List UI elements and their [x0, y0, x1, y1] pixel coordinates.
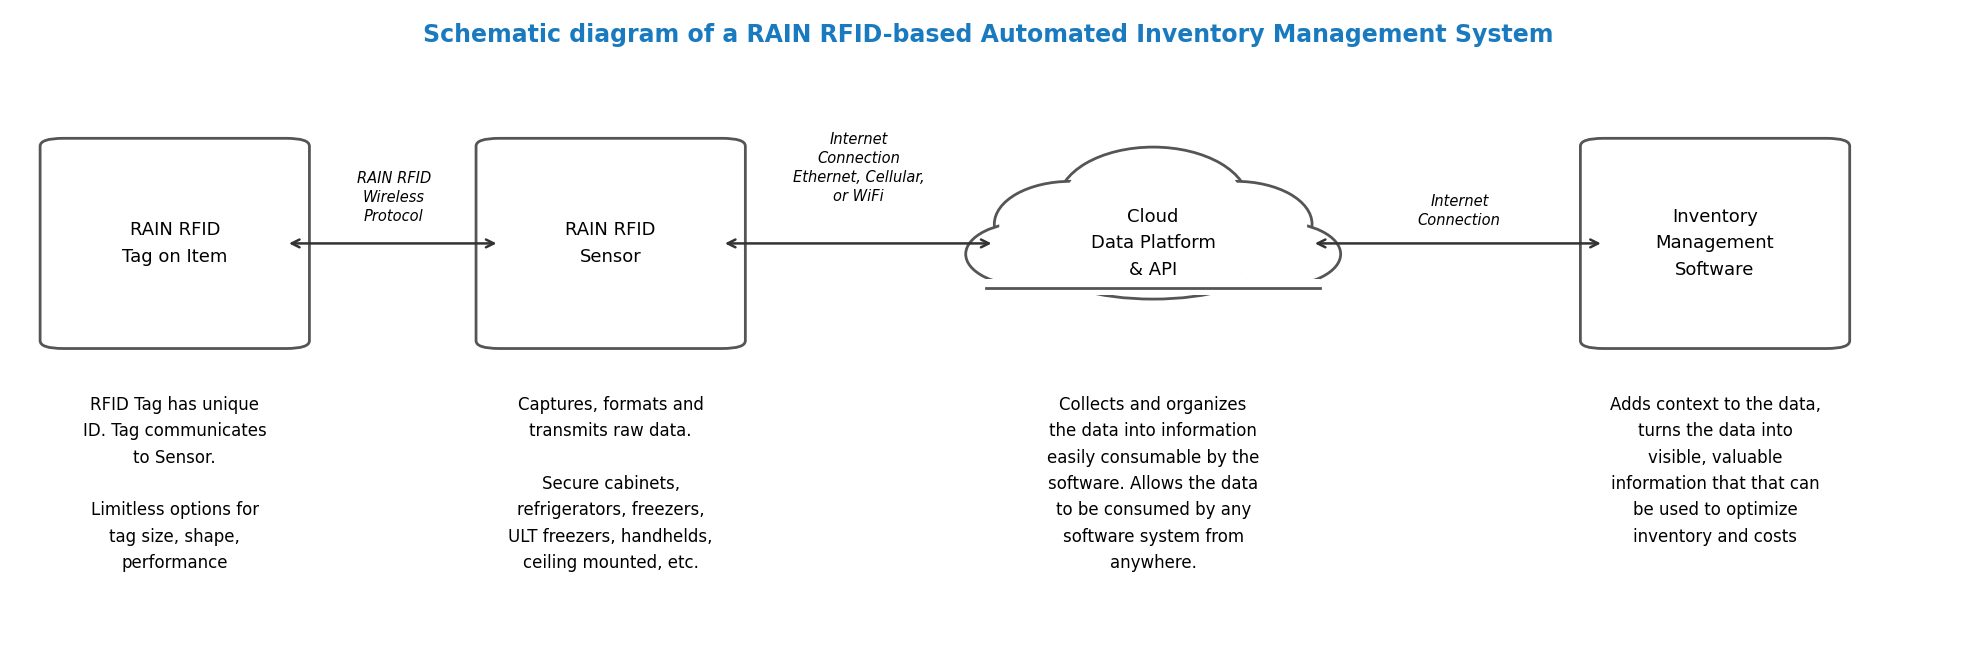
- Text: Cloud
Data Platform
& API: Cloud Data Platform & API: [1091, 208, 1216, 279]
- Text: RAIN RFID
Wireless
Protocol: RAIN RFID Wireless Protocol: [356, 171, 431, 224]
- Bar: [987, 279, 1321, 295]
- Ellipse shape: [965, 222, 1093, 286]
- Ellipse shape: [998, 185, 1143, 263]
- Text: Internet
Connection: Internet Connection: [1418, 194, 1501, 228]
- Ellipse shape: [1056, 238, 1251, 296]
- FancyBboxPatch shape: [40, 138, 310, 348]
- Ellipse shape: [1218, 225, 1336, 283]
- Ellipse shape: [994, 181, 1147, 267]
- Ellipse shape: [971, 225, 1087, 283]
- FancyBboxPatch shape: [476, 138, 745, 348]
- Text: Adds context to the data,
turns the data into
visible, valuable
information that: Adds context to the data, turns the data…: [1609, 396, 1821, 546]
- Ellipse shape: [1214, 222, 1340, 286]
- Ellipse shape: [1058, 147, 1249, 258]
- Ellipse shape: [1160, 181, 1313, 267]
- Text: RAIN RFID
Tag on Item: RAIN RFID Tag on Item: [123, 221, 227, 265]
- FancyBboxPatch shape: [1580, 138, 1850, 348]
- Ellipse shape: [1050, 235, 1257, 299]
- Text: Schematic diagram of a RAIN RFID-based Automated Inventory Management System: Schematic diagram of a RAIN RFID-based A…: [423, 23, 1554, 47]
- Ellipse shape: [1164, 185, 1307, 263]
- Text: Inventory
Management
Software: Inventory Management Software: [1655, 208, 1775, 279]
- Text: Collects and organizes
the data into information
easily consumable by the
softwa: Collects and organizes the data into inf…: [1048, 396, 1259, 572]
- Text: Captures, formats and
transmits raw data.

Secure cabinets,
refrigerators, freez: Captures, formats and transmits raw data…: [508, 396, 714, 572]
- Text: Internet
Connection
Ethernet, Cellular,
or WiFi: Internet Connection Ethernet, Cellular, …: [793, 132, 925, 205]
- Text: RFID Tag has unique
ID. Tag communicates
to Sensor.

Limitless options for
tag s: RFID Tag has unique ID. Tag communicates…: [83, 396, 267, 572]
- Ellipse shape: [1064, 150, 1244, 255]
- Text: RAIN RFID
Sensor: RAIN RFID Sensor: [565, 221, 656, 265]
